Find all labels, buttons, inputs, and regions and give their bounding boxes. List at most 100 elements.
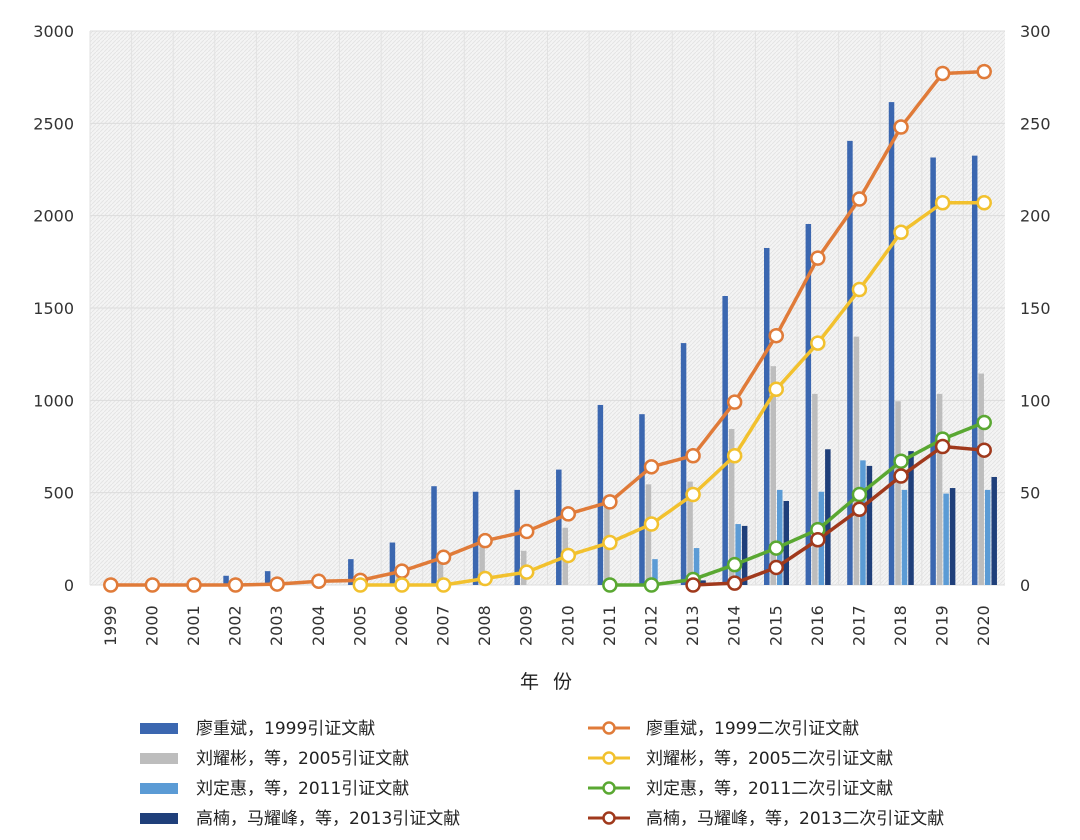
bar-series-2-2019: [943, 493, 949, 585]
legend-label-bar-0: 廖重斌，1999引证文献: [196, 719, 375, 739]
x-tick-label: 2002: [226, 605, 245, 646]
line-point-series-1-2020: [976, 194, 992, 211]
line-point-series-0-2007: [435, 549, 452, 566]
legend-marker-line-0: [602, 721, 616, 735]
bar-series-1-2015: [770, 366, 776, 585]
x-tick-label: 2003: [267, 605, 286, 646]
bar-series-0-2020: [971, 155, 978, 585]
y-right-tick-label: 150: [1020, 299, 1051, 318]
line-point-series-2-2018: [893, 453, 909, 470]
line-point-series-3-2019: [934, 438, 951, 455]
line-point-series-0-2004: [311, 573, 327, 590]
bar-series-0-2003: [264, 571, 271, 585]
x-tick-label: 2004: [309, 605, 328, 646]
line-point-series-0-2016: [810, 250, 826, 266]
line-point-series-0-1999: [103, 577, 119, 593]
bar-series-1-2020: [978, 373, 984, 585]
x-tick-label: 2020: [974, 605, 993, 646]
x-tick-label: 2019: [933, 605, 952, 646]
x-tick-label: 2000: [142, 605, 161, 646]
bar-series-0-2005: [348, 559, 354, 585]
bar-series-3-2017: [866, 465, 873, 585]
bar-series-3-2018: [908, 451, 914, 585]
x-tick-label: 2011: [600, 605, 619, 646]
line-point-series-0-2009: [518, 523, 535, 540]
line-point-series-1-2006: [394, 577, 410, 593]
legend-label-line-3: 高楠，马耀峰，等，2013二次引证文献: [646, 809, 944, 829]
bar-series-0-2009: [514, 489, 520, 585]
gridlines: [89, 30, 1005, 586]
line-point-series-1-2016: [810, 335, 826, 351]
line-point-series-1-2011: [602, 534, 618, 551]
y-axis-right: 0 50 100 150 200 250 300: [1020, 22, 1051, 595]
line-series-0: [110, 69, 985, 587]
legend: 廖重斌，1999引证文献刘耀彬，等，2005引证文献刘定惠，等，2011引证文献…: [140, 719, 944, 829]
bar-series-1-2017: [853, 336, 860, 585]
line-point-series-3-2013: [685, 577, 701, 593]
bar-series-0-2014: [722, 295, 728, 585]
y-left-tick-label: 0: [64, 576, 74, 595]
y-right-tick-label: 100: [1020, 391, 1051, 410]
line-point-series-1-2014: [726, 447, 743, 464]
line-point-series-3-2015: [768, 559, 784, 576]
line-point-series-1-2018: [893, 224, 909, 241]
legend-label-bar-2: 刘定惠，等，2011引证文献: [196, 779, 409, 799]
bar-series-0-2013: [680, 343, 687, 585]
y-right-tick-label: 200: [1020, 207, 1051, 226]
line-point-series-0-2017: [851, 191, 868, 207]
line-point-series-2-2015: [768, 540, 784, 556]
bar-series-3-2020: [991, 476, 997, 585]
x-tick-label: 1999: [101, 605, 120, 646]
legend-label-line-0: 廖重斌，1999二次引证文献: [646, 719, 859, 739]
bar-series-2-2014: [735, 524, 741, 585]
x-tick-label: 2005: [350, 605, 369, 646]
bar-series-1-2018: [895, 401, 901, 585]
bar-series-1-2007: [437, 562, 444, 585]
line-point-series-0-2012: [643, 459, 660, 475]
bar-series-2-2017: [860, 460, 866, 585]
x-tick-label: 2006: [392, 605, 411, 646]
line-point-series-0-2015: [768, 327, 784, 344]
bar-series-2-2020: [984, 489, 991, 585]
line-point-series-0-2013: [685, 447, 701, 464]
legend-swatch-bar-1: [140, 753, 178, 764]
y-right-tick-label: 300: [1020, 22, 1051, 41]
legend-marker-line-3: [602, 811, 616, 825]
line-point-series-2-2011: [602, 577, 618, 593]
bar-series-0-2002: [223, 575, 229, 585]
bar-series-3-2013: [700, 580, 706, 585]
y-left-tick-label: 500: [43, 484, 74, 503]
bar-series-0-2011: [597, 404, 604, 585]
bar-series-0-2012: [639, 414, 645, 585]
line-point-series-0-2008: [477, 532, 493, 549]
bar-series-0-2008: [472, 491, 479, 585]
y-left-tick-label: 3000: [33, 22, 74, 41]
bar-series-0-2006: [389, 542, 396, 585]
line-point-series-0-2000: [144, 577, 161, 593]
line-point-series-1-2008: [477, 570, 493, 587]
x-tick-label: 2009: [517, 605, 536, 646]
x-axis: 1999 2000 2001 2002 2003 2004 2005 2006 2007 2008…: [101, 605, 993, 646]
bar-series-1-2016: [812, 393, 818, 585]
y-left-tick-label: 2500: [33, 114, 74, 133]
bar-series-0-2018: [888, 102, 895, 585]
bar-series-2-2013: [693, 548, 700, 585]
legend-swatch-bar-3: [140, 813, 178, 824]
legend-label-bar-3: 高楠，马耀峰，等，2013引证文献: [196, 809, 460, 829]
x-tick-label: 2014: [725, 605, 744, 646]
bar-series-0-2019: [930, 157, 936, 585]
line-point-series-1-2015: [768, 381, 784, 398]
x-tick-label: 2010: [558, 605, 577, 646]
bar-series-3-2014: [741, 525, 748, 585]
bar-series-2-2012: [652, 559, 658, 585]
line-point-series-0-2011: [602, 494, 618, 510]
legend-label-line-2: 刘定惠，等，2011二次引证文献: [646, 779, 893, 799]
line-layer: [103, 63, 992, 593]
bar-series-1-2013: [687, 481, 693, 585]
legend-swatch-bar-0: [140, 723, 178, 734]
line-point-series-0-2020: [976, 63, 992, 80]
line-point-series-3-2020: [976, 442, 992, 458]
bar-series-2-2018: [901, 489, 908, 585]
bar-series-3-2019: [949, 488, 956, 585]
